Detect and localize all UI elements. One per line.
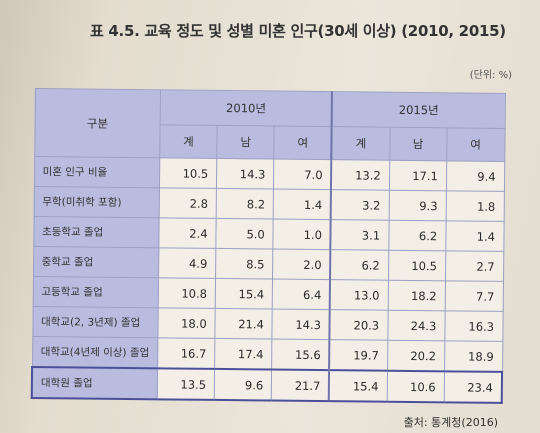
table-cell: 6.2 <box>330 249 389 281</box>
table-row: 초등학교 졸업 2.4 5.0 1.0 3.1 6.2 1.4 <box>33 216 504 252</box>
table-row: 고등학교 졸업 10.8 15.4 6.4 13.0 18.2 7.7 <box>32 276 504 312</box>
table-cell: 7.0 <box>273 159 332 190</box>
table-cell: 13.0 <box>330 279 389 311</box>
table-cell: 5.0 <box>215 218 274 250</box>
row-label: 고등학교 졸업 <box>32 276 159 308</box>
table-cell: 18.0 <box>157 307 216 339</box>
table-cell: 8.5 <box>215 248 274 280</box>
table-cell: 10.5 <box>388 250 446 281</box>
table-cell: 3.2 <box>331 189 390 221</box>
table-cell: 15.4 <box>215 278 273 310</box>
table-cell: 3.1 <box>330 219 389 251</box>
header-row-years: 구분 2010년 2015년 <box>34 88 505 158</box>
table-cell: 2.4 <box>158 217 217 249</box>
table-cell: 9.6 <box>214 368 272 401</box>
subheader: 남 <box>389 127 447 161</box>
row-label: 중학교 졸업 <box>33 246 159 278</box>
table-cell: 6.2 <box>388 220 446 251</box>
table-row: 대학교(2, 3년제) 졸업 18.0 21.4 14.3 20.3 24.3 … <box>32 306 503 342</box>
table-cell: 10.5 <box>159 157 217 189</box>
table-row: 미혼 인구 비율 10.5 14.3 7.0 13.2 17.1 9.4 <box>33 156 505 192</box>
table-cell: 23.4 <box>444 371 503 403</box>
corner-header: 구분 <box>34 88 161 158</box>
table-cell: 13.5 <box>157 368 215 400</box>
table-cell: 2.8 <box>159 187 217 219</box>
table-cell: 21.4 <box>215 308 273 340</box>
table-cell: 16.7 <box>157 337 216 369</box>
year-header-2015: 2015년 <box>332 91 505 129</box>
table-cell: 16.3 <box>444 310 503 342</box>
subheader: 계 <box>159 124 218 159</box>
table-cell: 24.3 <box>387 310 445 341</box>
table-cell: 10.8 <box>158 277 216 309</box>
table-row: 무학(미취학 포함) 2.8 8.2 1.4 3.2 9.3 1.8 <box>33 186 504 222</box>
table-cell: 18.9 <box>444 340 503 372</box>
table-cell: 14.3 <box>216 158 275 190</box>
row-label: 미혼 인구 비율 <box>33 156 160 188</box>
table-cell: 1.0 <box>273 219 332 250</box>
table-cell: 2.0 <box>272 249 331 280</box>
table-cell: 14.3 <box>272 309 331 340</box>
row-label: 대학원 졸업 <box>31 366 158 400</box>
table-cell: 18.2 <box>387 280 446 311</box>
row-label: 대학교(2, 3년제) 졸업 <box>32 306 159 338</box>
year-header-2010: 2010년 <box>160 89 333 127</box>
table-cell: 9.4 <box>446 160 505 192</box>
table-cell: 1.4 <box>273 189 332 220</box>
table-cell: 21.7 <box>271 369 330 402</box>
table-cell: 19.7 <box>329 339 388 371</box>
table-title: 표 4.5. 교육 정도 및 성별 미혼 인구(30세 이상) (2010, 2… <box>90 22 506 40</box>
source-note: 출처: 통계청(2016) <box>403 416 498 429</box>
table-cell: 15.4 <box>329 370 388 402</box>
table-cell: 20.3 <box>329 309 388 341</box>
table-row: 대학교(4년제 이상) 졸업 16.7 17.4 15.6 19.7 20.2 … <box>32 336 503 372</box>
subheader: 여 <box>274 126 333 160</box>
highlighted-row: 대학원 졸업 13.5 9.6 21.7 15.4 10.6 23.4 <box>31 366 503 403</box>
row-label: 초등학교 졸업 <box>33 216 160 248</box>
table-cell: 1.8 <box>445 190 504 222</box>
data-table: 구분 2010년 2015년 계 남 여 계 남 여 미혼 인구 비율 10.5… <box>31 88 506 404</box>
subheader: 여 <box>446 127 505 162</box>
row-label: 무학(미취학 포함) <box>33 186 160 218</box>
table-cell: 2.7 <box>445 250 504 282</box>
table-row: 중학교 졸업 4.9 8.5 2.0 6.2 10.5 2.7 <box>33 246 504 282</box>
table-cell: 20.2 <box>387 340 445 372</box>
table-cell: 6.4 <box>272 279 331 310</box>
table-cell: 1.4 <box>445 220 504 252</box>
table-cell: 7.7 <box>444 280 504 312</box>
table-cell: 17.4 <box>214 338 273 370</box>
table-cell: 9.3 <box>388 190 447 221</box>
subheader: 남 <box>216 125 275 160</box>
table-cell: 8.2 <box>216 188 274 220</box>
table-cell: 17.1 <box>389 160 447 191</box>
table-cell: 13.2 <box>331 159 390 191</box>
table-cell: 15.6 <box>271 339 330 371</box>
subheader: 계 <box>331 126 390 161</box>
table-cell: 10.6 <box>386 370 445 403</box>
row-label: 대학교(4년제 이상) 졸업 <box>32 336 158 369</box>
unit-note: (단위: %) <box>469 70 512 81</box>
table-cell: 4.9 <box>158 247 216 279</box>
